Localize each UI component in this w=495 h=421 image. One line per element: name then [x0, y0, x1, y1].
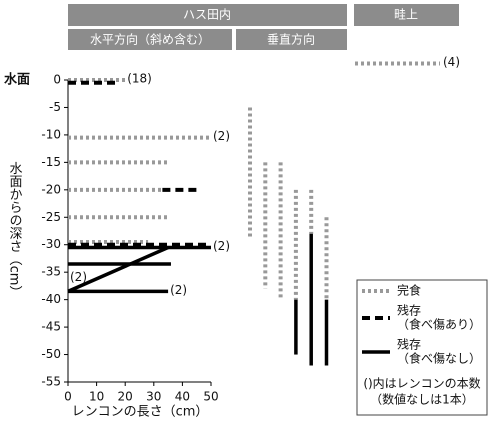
header: ハス田内: [183, 8, 231, 22]
note: ()内はレンコンの本数: [363, 376, 480, 391]
y-tick-label: -55: [41, 375, 61, 389]
legend-label: 完食: [397, 283, 421, 298]
count-label: (2): [213, 129, 230, 143]
legend-label: 残存: [397, 338, 421, 352]
y-tick-label: -35: [41, 265, 61, 279]
surface-label: 水面: [4, 72, 30, 88]
y-tick-label: -45: [41, 320, 61, 334]
legend-label: （食べ傷あり）: [397, 317, 481, 332]
x-tick-label: 50: [203, 390, 218, 404]
x-tick-label: 30: [146, 390, 161, 404]
x-tick-label: 20: [118, 390, 133, 404]
y-tick-label: 0: [53, 73, 61, 87]
y-tick-label: -20: [41, 182, 61, 196]
header: 畦上: [394, 8, 418, 22]
legend-label: 残存: [397, 304, 421, 318]
count-label: (2): [70, 270, 87, 284]
y-tick-label: -25: [41, 210, 61, 224]
x-axis-label: レンコンの長さ（cm）: [72, 405, 209, 420]
header-box: [68, 29, 232, 50]
y-axis-label: 水面からの深さ（cm）: [7, 162, 23, 299]
note: （数値なしは1本）: [370, 392, 474, 407]
x-tick-label: 40: [175, 390, 190, 404]
legend-box: [356, 279, 488, 416]
legend-label: （食べ傷なし）: [397, 351, 481, 366]
y-tick-label: -30: [41, 237, 61, 251]
count-label: (18): [127, 72, 152, 86]
x-tick-label: 0: [64, 390, 72, 404]
header: 垂直方向: [267, 32, 315, 47]
y-tick-label: -5: [49, 100, 61, 114]
header: 水平方向（斜め含む）: [90, 32, 210, 47]
y-tick-label: -50: [41, 347, 61, 361]
segment: [67, 245, 169, 294]
count-label: (4): [443, 55, 460, 69]
count-label: (2): [170, 283, 187, 297]
header-box: [68, 4, 347, 26]
y-tick-label: -10: [41, 127, 61, 141]
header-box: [354, 4, 459, 26]
x-tick-label: 10: [89, 390, 104, 404]
y-tick-label: -40: [41, 292, 61, 306]
y-tick-label: -15: [41, 155, 61, 169]
count-label: (2): [213, 239, 230, 253]
header-box: [236, 29, 347, 50]
